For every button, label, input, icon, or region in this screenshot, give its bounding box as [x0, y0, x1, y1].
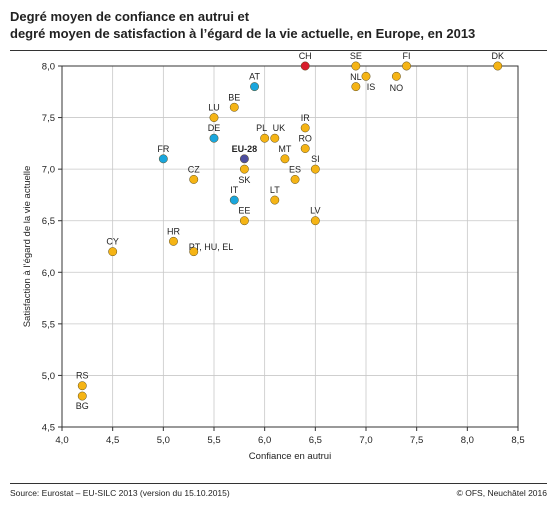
data-point — [300, 144, 310, 153]
point-label: EE — [238, 206, 250, 216]
point-label: CY — [106, 237, 119, 247]
data-point — [169, 236, 178, 246]
point-label: ES — [289, 164, 301, 174]
y-tick-label: 6,0 — [42, 268, 55, 279]
data-point — [270, 133, 280, 143]
data-point — [189, 175, 199, 184]
point-label: SK — [238, 175, 250, 185]
point-label: BG — [76, 401, 89, 411]
x-tick-label: 5,5 — [207, 435, 220, 446]
x-tick-label: 4,5 — [106, 435, 119, 446]
y-tick-label: 5,5 — [42, 319, 55, 330]
x-tick-label: 8,5 — [511, 435, 524, 446]
data-point — [270, 195, 280, 205]
point-label: LU — [208, 103, 220, 113]
x-tick-label: 8,0 — [461, 435, 474, 446]
x-tick-label: 4,0 — [55, 435, 68, 446]
point-label: DE — [208, 123, 221, 133]
chart-title: Degré moyen de confiance en autrui et de… — [10, 8, 475, 42]
data-point — [209, 113, 219, 123]
grid-lines — [58, 65, 519, 431]
data-point — [77, 391, 87, 401]
data-point — [391, 71, 401, 81]
point-label: MT — [278, 144, 291, 154]
x-axis-label: Confiance en autrui — [249, 451, 331, 462]
plot-frame — [61, 65, 519, 428]
data-point — [189, 247, 199, 257]
point-label: FR — [157, 144, 169, 154]
point-label: UK — [273, 123, 286, 133]
data-point — [77, 381, 87, 391]
point-label: NL — [350, 72, 362, 82]
y-axis-label: Satisfaction à l’égard de la vie actuell… — [22, 166, 33, 328]
x-tick-labels: 4,0 4,5 5,0 5,5 6,0 6,5 7,0 7,5 8,0 8,5 — [55, 435, 524, 446]
x-tick-label: 7,5 — [410, 435, 423, 446]
point-label: NO — [390, 83, 404, 93]
point-label: IR — [301, 113, 311, 123]
title-divider — [10, 50, 547, 51]
y-tick-label: 4,5 — [42, 423, 55, 434]
x-tick-label: 7,0 — [359, 435, 372, 446]
data-point — [209, 133, 219, 143]
data-points — [77, 61, 503, 401]
scatter-chart: 4,0 4,5 5,0 5,5 6,0 6,5 7,0 7,5 8,0 8,5 4,55,05,5… — [22, 51, 525, 462]
point-label: CH — [299, 51, 312, 61]
y-tick-label: 7,0 — [42, 165, 55, 176]
point-label: RS — [76, 371, 89, 381]
x-tick-label: 6,0 — [258, 435, 271, 446]
data-point — [493, 61, 503, 71]
data-point — [239, 154, 249, 164]
data-point — [310, 164, 320, 174]
data-point — [290, 175, 300, 184]
data-point — [361, 71, 371, 81]
data-point — [229, 102, 239, 112]
y-tick-label: 8,0 — [42, 62, 55, 73]
source-note: Source: Eurostat – EU-SILC 2013 (version… — [10, 488, 230, 498]
data-point — [351, 82, 361, 92]
point-label: AT — [249, 72, 260, 82]
x-tick-label: 5,0 — [157, 435, 170, 446]
data-point — [158, 154, 168, 164]
point-label: PL — [256, 123, 267, 133]
point-label: IS — [367, 82, 376, 92]
point-label: EU-28 — [232, 144, 258, 154]
y-tick-labels: 4,5 5,0 5,5 6,0 6,5 7,0 7,5 8,0 — [42, 62, 55, 434]
title-line-1: Degré moyen de confiance en autrui et — [10, 9, 250, 24]
data-point — [239, 216, 249, 226]
point-label: DK — [491, 51, 504, 61]
data-point — [300, 123, 310, 133]
data-point — [402, 61, 411, 71]
point-labels: CH SE FI DK NL IS NO AT BE LU IR PL UK DE RO FR EU-28 MT S… — [76, 51, 504, 411]
y-tick-label: 5,0 — [42, 371, 55, 382]
point-label: IT — [230, 185, 239, 195]
data-point — [250, 82, 259, 92]
data-point — [108, 247, 118, 257]
data-point — [310, 216, 320, 226]
point-label: RO — [298, 134, 312, 144]
data-point — [260, 133, 270, 143]
point-label: PT, HU, EL — [189, 242, 234, 252]
point-label: LV — [310, 206, 320, 216]
y-tick-label: 6,5 — [42, 216, 55, 227]
data-point — [229, 195, 239, 205]
footer-divider — [10, 483, 547, 484]
point-label: LT — [270, 185, 280, 195]
data-point — [300, 61, 310, 71]
x-tick-label: 6,5 — [309, 435, 322, 446]
point-label: FI — [403, 51, 411, 61]
y-tick-label: 7,5 — [42, 113, 55, 124]
point-label: BE — [228, 92, 240, 102]
data-point — [239, 164, 249, 174]
copyright-note: © OFS, Neuchâtel 2016 — [456, 488, 547, 498]
title-line-2: degré moyen de satisfaction à l’égard de… — [10, 26, 476, 41]
point-label: SE — [350, 51, 362, 61]
point-label: CZ — [188, 164, 200, 174]
point-label: HR — [167, 226, 180, 236]
data-point — [351, 61, 361, 71]
data-point — [280, 154, 290, 164]
point-label: SI — [311, 154, 320, 164]
